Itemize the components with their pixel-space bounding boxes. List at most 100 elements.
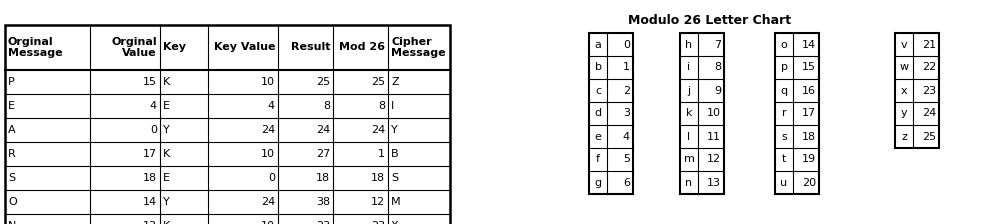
Text: 27: 27 [316, 149, 330, 159]
Text: z: z [901, 131, 907, 142]
Text: 8: 8 [714, 62, 721, 73]
Text: a: a [595, 39, 602, 50]
Text: 17: 17 [802, 108, 816, 118]
Text: Mod 26: Mod 26 [339, 43, 385, 52]
Text: c: c [595, 86, 601, 95]
Text: 23: 23 [922, 86, 936, 95]
Text: Orginal
Message: Orginal Message [8, 37, 63, 58]
Text: j: j [688, 86, 690, 95]
Text: Modulo 26 Letter Chart: Modulo 26 Letter Chart [628, 14, 791, 27]
Text: 24: 24 [316, 125, 330, 135]
Text: i: i [688, 62, 690, 73]
Text: w: w [899, 62, 908, 73]
Text: S: S [8, 173, 15, 183]
Text: s: s [781, 131, 787, 142]
Text: u: u [780, 177, 788, 187]
Text: d: d [594, 108, 602, 118]
Text: 10: 10 [261, 77, 275, 87]
Text: 0: 0 [150, 125, 157, 135]
Text: 8: 8 [323, 101, 330, 111]
Text: b: b [595, 62, 602, 73]
Text: e: e [595, 131, 602, 142]
Text: 0: 0 [623, 39, 630, 50]
Text: 23: 23 [371, 221, 385, 224]
Text: Cipher
Message: Cipher Message [391, 37, 445, 58]
Text: v: v [900, 39, 907, 50]
Bar [680, 33, 724, 194]
Text: 6: 6 [623, 177, 630, 187]
Text: 24: 24 [370, 125, 385, 135]
Text: 1: 1 [623, 62, 630, 73]
Text: 18: 18 [316, 173, 330, 183]
Text: 25: 25 [316, 77, 330, 87]
Text: 7: 7 [714, 39, 721, 50]
Text: q: q [780, 86, 788, 95]
Text: 15: 15 [802, 62, 816, 73]
Text: g: g [594, 177, 602, 187]
Text: R: R [8, 149, 16, 159]
Text: 18: 18 [802, 131, 816, 142]
Text: K: K [163, 221, 170, 224]
Text: 13: 13 [707, 177, 721, 187]
Text: 8: 8 [378, 101, 385, 111]
Text: 1: 1 [378, 149, 385, 159]
Text: K: K [163, 77, 170, 87]
Text: A: A [8, 125, 16, 135]
Text: 15: 15 [143, 77, 157, 87]
Bar [895, 33, 939, 148]
Text: 18: 18 [143, 173, 157, 183]
Text: P: P [8, 77, 15, 87]
Text: 14: 14 [143, 197, 157, 207]
Text: 10: 10 [261, 149, 275, 159]
Text: 12: 12 [707, 155, 721, 164]
Text: y: y [900, 108, 907, 118]
Text: n: n [686, 177, 692, 187]
Text: 5: 5 [623, 155, 630, 164]
Text: 24: 24 [261, 197, 275, 207]
Text: 11: 11 [707, 131, 721, 142]
Text: t: t [782, 155, 786, 164]
Text: Orginal
Value: Orginal Value [111, 37, 157, 58]
Text: N: N [8, 221, 17, 224]
Text: 22: 22 [922, 62, 936, 73]
Text: 20: 20 [802, 177, 816, 187]
Text: E: E [163, 101, 170, 111]
Text: 38: 38 [316, 197, 330, 207]
Text: 17: 17 [143, 149, 157, 159]
Bar [775, 33, 819, 194]
Text: k: k [686, 108, 692, 118]
Text: 3: 3 [623, 108, 630, 118]
Text: Y: Y [163, 197, 169, 207]
Text: 4: 4 [268, 101, 275, 111]
Text: 19: 19 [802, 155, 816, 164]
Text: 21: 21 [922, 39, 936, 50]
Text: 10: 10 [707, 108, 721, 118]
Text: 14: 14 [802, 39, 816, 50]
Text: x: x [900, 86, 907, 95]
Text: Key: Key [163, 43, 186, 52]
Text: p: p [780, 62, 787, 73]
Text: K: K [163, 149, 170, 159]
Text: 18: 18 [371, 173, 385, 183]
Bar [589, 33, 633, 194]
Text: l: l [688, 131, 690, 142]
Text: Key Value: Key Value [214, 43, 275, 52]
Text: 25: 25 [371, 77, 385, 87]
Text: r: r [782, 108, 786, 118]
Text: B: B [391, 149, 399, 159]
Text: 10: 10 [261, 221, 275, 224]
Text: 24: 24 [261, 125, 275, 135]
Text: 2: 2 [623, 86, 630, 95]
Text: 16: 16 [802, 86, 816, 95]
Text: o: o [781, 39, 787, 50]
Bar [5, 25, 450, 224]
Text: E: E [8, 101, 15, 111]
Text: Result: Result [291, 43, 330, 52]
Text: X: X [391, 221, 399, 224]
Text: 12: 12 [371, 197, 385, 207]
Text: 0: 0 [268, 173, 275, 183]
Text: Z: Z [391, 77, 399, 87]
Text: I: I [391, 101, 394, 111]
Text: 13: 13 [143, 221, 157, 224]
Text: 9: 9 [714, 86, 721, 95]
